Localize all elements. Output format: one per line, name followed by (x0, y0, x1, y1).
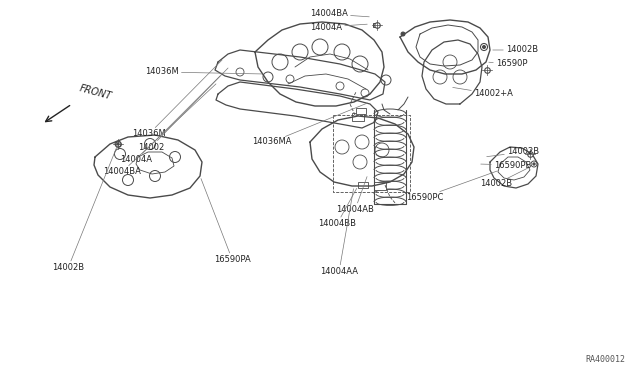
Text: 14002+A: 14002+A (452, 87, 513, 99)
Text: 14004BA: 14004BA (103, 84, 216, 176)
Text: 16590P: 16590P (489, 60, 527, 68)
Text: 14036M: 14036M (132, 60, 222, 138)
Text: 14004BB: 14004BB (318, 189, 356, 228)
Text: 14002B: 14002B (480, 168, 527, 189)
Text: 14004A: 14004A (120, 76, 220, 164)
Circle shape (401, 32, 405, 36)
Text: 14036MA: 14036MA (252, 103, 367, 147)
Bar (356, 108, 366, 114)
Text: 14004A: 14004A (310, 22, 367, 32)
Text: 14004AA: 14004AA (320, 189, 358, 276)
Text: 16590PC: 16590PC (406, 171, 497, 202)
Bar (358, 182, 368, 188)
Text: RA400012: RA400012 (585, 355, 625, 364)
Text: FRONT: FRONT (78, 84, 113, 102)
Text: 16590PA: 16590PA (201, 179, 251, 264)
Text: 14004AB: 14004AB (336, 177, 374, 215)
Text: 14004BA: 14004BA (310, 10, 369, 19)
Text: 14002B: 14002B (52, 147, 117, 273)
Text: 14002: 14002 (138, 68, 228, 151)
Text: 14002B: 14002B (493, 45, 538, 55)
Bar (352, 113, 364, 121)
Circle shape (116, 143, 119, 145)
Text: 16590PB: 16590PB (481, 160, 531, 170)
Text: 14036M: 14036M (145, 67, 262, 77)
Text: 14002B: 14002B (487, 148, 539, 157)
Circle shape (532, 163, 535, 165)
Bar (374, 182, 386, 190)
Circle shape (483, 45, 486, 48)
